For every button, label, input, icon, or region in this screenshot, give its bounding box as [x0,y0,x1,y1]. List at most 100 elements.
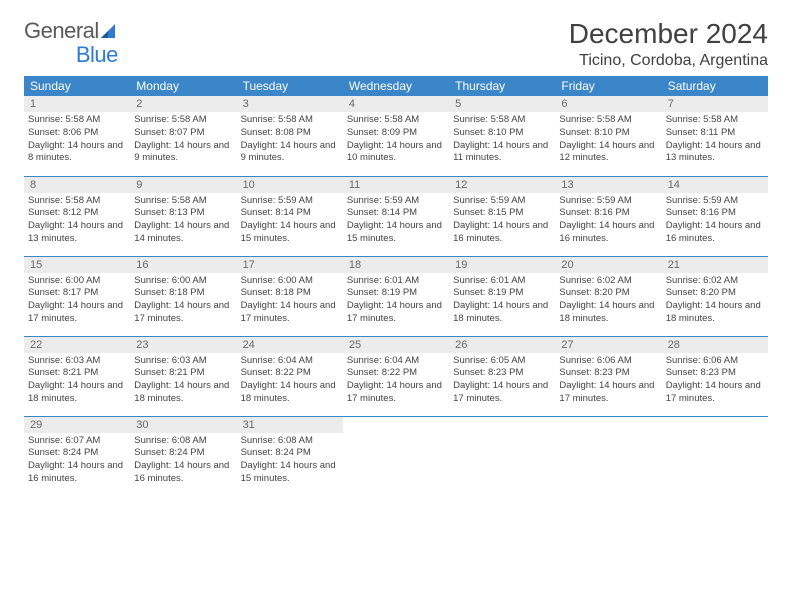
day-number: 1 [24,96,130,112]
day-details: Sunrise: 5:58 AMSunset: 8:11 PMDaylight:… [662,112,768,169]
calendar-cell: 28Sunrise: 6:06 AMSunset: 8:23 PMDayligh… [662,336,768,416]
weekday-header: Saturday [662,76,768,96]
calendar-cell: 3Sunrise: 5:58 AMSunset: 8:08 PMDaylight… [237,96,343,176]
calendar-cell: 16Sunrise: 6:00 AMSunset: 8:18 PMDayligh… [130,256,236,336]
header: General December 2024 Ticino, Cordoba, A… [24,18,768,70]
day-details: Sunrise: 5:58 AMSunset: 8:08 PMDaylight:… [237,112,343,169]
day-number: 17 [237,257,343,273]
calendar-cell: 25Sunrise: 6:04 AMSunset: 8:22 PMDayligh… [343,336,449,416]
day-details: Sunrise: 6:00 AMSunset: 8:17 PMDaylight:… [24,273,130,330]
day-details: Sunrise: 5:59 AMSunset: 8:15 PMDaylight:… [449,193,555,250]
calendar-cell: 26Sunrise: 6:05 AMSunset: 8:23 PMDayligh… [449,336,555,416]
day-number: 9 [130,177,236,193]
calendar-cell: 13Sunrise: 5:59 AMSunset: 8:16 PMDayligh… [555,176,661,256]
day-details: Sunrise: 5:58 AMSunset: 8:07 PMDaylight:… [130,112,236,169]
day-details: Sunrise: 6:06 AMSunset: 8:23 PMDaylight:… [662,353,768,410]
day-details: Sunrise: 5:58 AMSunset: 8:13 PMDaylight:… [130,193,236,250]
calendar-cell: 5Sunrise: 5:58 AMSunset: 8:10 PMDaylight… [449,96,555,176]
day-details: Sunrise: 5:58 AMSunset: 8:10 PMDaylight:… [555,112,661,169]
calendar-cell: 24Sunrise: 6:04 AMSunset: 8:22 PMDayligh… [237,336,343,416]
calendar-cell: 7Sunrise: 5:58 AMSunset: 8:11 PMDaylight… [662,96,768,176]
day-details: Sunrise: 6:06 AMSunset: 8:23 PMDaylight:… [555,353,661,410]
title-block: December 2024 Ticino, Cordoba, Argentina [569,18,768,70]
calendar-cell: 29Sunrise: 6:07 AMSunset: 8:24 PMDayligh… [24,416,130,496]
day-details: Sunrise: 5:59 AMSunset: 8:16 PMDaylight:… [662,193,768,250]
weekday-header: Wednesday [343,76,449,96]
calendar-cell: 12Sunrise: 5:59 AMSunset: 8:15 PMDayligh… [449,176,555,256]
day-number: 4 [343,96,449,112]
weekday-header: Monday [130,76,236,96]
calendar-cell: 19Sunrise: 6:01 AMSunset: 8:19 PMDayligh… [449,256,555,336]
logo: General [24,18,119,44]
weekday-header: Sunday [24,76,130,96]
calendar-cell: 31Sunrise: 6:08 AMSunset: 8:24 PMDayligh… [237,416,343,496]
day-number: 15 [24,257,130,273]
day-details: Sunrise: 5:59 AMSunset: 8:16 PMDaylight:… [555,193,661,250]
day-number: 22 [24,337,130,353]
day-details: Sunrise: 6:04 AMSunset: 8:22 PMDaylight:… [237,353,343,410]
weekday-header: Friday [555,76,661,96]
day-details: Sunrise: 5:58 AMSunset: 8:10 PMDaylight:… [449,112,555,169]
day-number: 2 [130,96,236,112]
calendar-cell: 9Sunrise: 5:58 AMSunset: 8:13 PMDaylight… [130,176,236,256]
logo-line2: GeneBlue [24,42,118,68]
day-details: Sunrise: 5:58 AMSunset: 8:12 PMDaylight:… [24,193,130,250]
day-number: 31 [237,417,343,433]
calendar-cell: 21Sunrise: 6:02 AMSunset: 8:20 PMDayligh… [662,256,768,336]
calendar-cell: 4Sunrise: 5:58 AMSunset: 8:09 PMDaylight… [343,96,449,176]
calendar-table: SundayMondayTuesdayWednesdayThursdayFrid… [24,76,768,496]
calendar-cell: 20Sunrise: 6:02 AMSunset: 8:20 PMDayligh… [555,256,661,336]
calendar-cell: 10Sunrise: 5:59 AMSunset: 8:14 PMDayligh… [237,176,343,256]
day-details: Sunrise: 5:59 AMSunset: 8:14 PMDaylight:… [237,193,343,250]
day-details: Sunrise: 5:58 AMSunset: 8:06 PMDaylight:… [24,112,130,169]
day-number: 12 [449,177,555,193]
page-title: December 2024 [569,18,768,50]
day-details: Sunrise: 6:02 AMSunset: 8:20 PMDaylight:… [555,273,661,330]
calendar-cell: 6Sunrise: 5:58 AMSunset: 8:10 PMDaylight… [555,96,661,176]
day-details: Sunrise: 6:03 AMSunset: 8:21 PMDaylight:… [24,353,130,410]
day-details: Sunrise: 6:08 AMSunset: 8:24 PMDaylight:… [130,433,236,490]
day-details: Sunrise: 5:59 AMSunset: 8:14 PMDaylight:… [343,193,449,250]
day-number: 20 [555,257,661,273]
calendar-cell: 23Sunrise: 6:03 AMSunset: 8:21 PMDayligh… [130,336,236,416]
day-number: 7 [662,96,768,112]
day-number: 29 [24,417,130,433]
day-number: 8 [24,177,130,193]
day-number: 16 [130,257,236,273]
calendar-cell: 22Sunrise: 6:03 AMSunset: 8:21 PMDayligh… [24,336,130,416]
calendar-cell: 1Sunrise: 5:58 AMSunset: 8:06 PMDaylight… [24,96,130,176]
day-number: 10 [237,177,343,193]
calendar-cell: 11Sunrise: 5:59 AMSunset: 8:14 PMDayligh… [343,176,449,256]
day-number: 24 [237,337,343,353]
calendar-cell: 2Sunrise: 5:58 AMSunset: 8:07 PMDaylight… [130,96,236,176]
calendar-cell: 14Sunrise: 5:59 AMSunset: 8:16 PMDayligh… [662,176,768,256]
day-details: Sunrise: 6:04 AMSunset: 8:22 PMDaylight:… [343,353,449,410]
calendar-cell: 18Sunrise: 6:01 AMSunset: 8:19 PMDayligh… [343,256,449,336]
day-number: 23 [130,337,236,353]
calendar-cell: 27Sunrise: 6:06 AMSunset: 8:23 PMDayligh… [555,336,661,416]
calendar-cell: 17Sunrise: 6:00 AMSunset: 8:18 PMDayligh… [237,256,343,336]
day-number: 3 [237,96,343,112]
logo-text-1: General [24,18,99,44]
day-number: 28 [662,337,768,353]
weekday-header: Tuesday [237,76,343,96]
day-details: Sunrise: 6:02 AMSunset: 8:20 PMDaylight:… [662,273,768,330]
day-number: 14 [662,177,768,193]
day-details: Sunrise: 6:07 AMSunset: 8:24 PMDaylight:… [24,433,130,490]
day-details: Sunrise: 6:03 AMSunset: 8:21 PMDaylight:… [130,353,236,410]
day-details: Sunrise: 6:01 AMSunset: 8:19 PMDaylight:… [343,273,449,330]
calendar-cell: 30Sunrise: 6:08 AMSunset: 8:24 PMDayligh… [130,416,236,496]
logo-text-2: Blue [76,42,118,68]
day-details: Sunrise: 6:08 AMSunset: 8:24 PMDaylight:… [237,433,343,490]
day-number: 18 [343,257,449,273]
day-number: 21 [662,257,768,273]
day-number: 26 [449,337,555,353]
day-details: Sunrise: 6:00 AMSunset: 8:18 PMDaylight:… [130,273,236,330]
logo-sail-icon [101,24,119,40]
day-details: Sunrise: 6:05 AMSunset: 8:23 PMDaylight:… [449,353,555,410]
page-subtitle: Ticino, Cordoba, Argentina [569,52,768,70]
day-details: Sunrise: 6:01 AMSunset: 8:19 PMDaylight:… [449,273,555,330]
day-number: 27 [555,337,661,353]
calendar-header-row: SundayMondayTuesdayWednesdayThursdayFrid… [24,76,768,96]
calendar-cell: 8Sunrise: 5:58 AMSunset: 8:12 PMDaylight… [24,176,130,256]
